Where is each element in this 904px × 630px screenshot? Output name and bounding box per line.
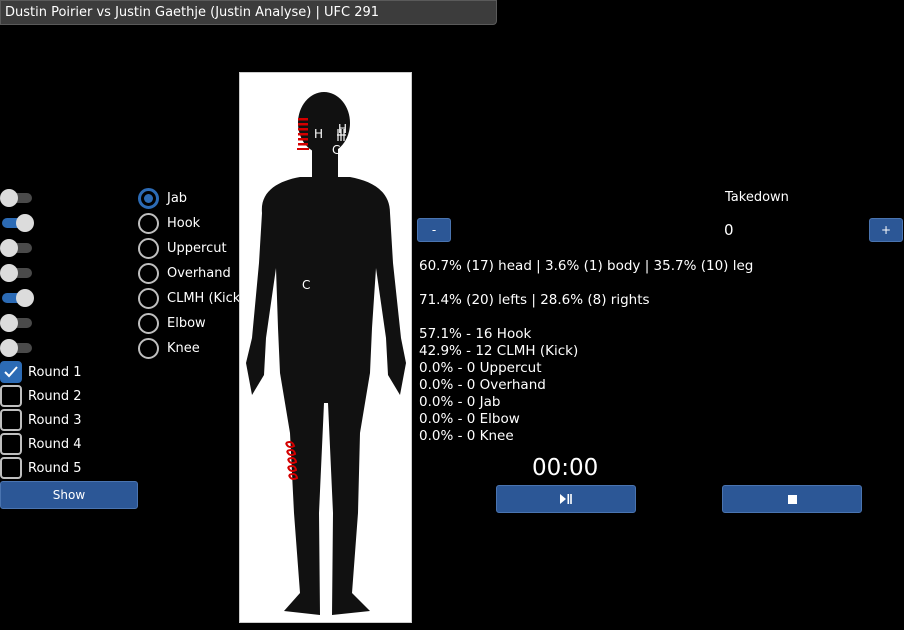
show-button[interactable]: Show (0, 481, 138, 509)
toggle-1[interactable] (0, 189, 32, 207)
checkbox-round-2[interactable]: Round 2 (0, 385, 82, 407)
toggle-knob (0, 339, 18, 357)
head-clmh-marker: C (332, 143, 341, 157)
stop-button[interactable] (722, 485, 862, 513)
radio-hook[interactable]: Hook (138, 212, 200, 234)
checkbox-round-3[interactable]: Round 3 (0, 409, 82, 431)
toggle-5[interactable] (2, 289, 34, 307)
checkbox-round-4[interactable]: Round 4 (0, 433, 82, 455)
strike-breakdown-row: 0.0% - 0 Elbow (419, 411, 520, 427)
head-hit-marker: H (338, 122, 348, 136)
strike-breakdown-row: 57.1% - 16 Hook (419, 326, 532, 342)
takedown-decrement-button[interactable]: - (417, 218, 451, 242)
stop-icon (787, 494, 797, 504)
toggle-2[interactable] (2, 214, 34, 232)
takedown-count: 0 (724, 221, 734, 239)
side-distribution: 71.4% (20) lefts | 28.6% (8) rights (419, 292, 650, 308)
toggle-knob (0, 264, 18, 282)
radio-elbow[interactable]: Elbow (138, 312, 206, 334)
toggle-4[interactable] (0, 264, 32, 282)
toggle-7[interactable] (0, 339, 32, 357)
toggle-knob (0, 314, 18, 332)
window-title: Dustin Poirier vs Justin Gaethje (Justin… (0, 0, 497, 25)
radio-jab[interactable]: Jab (138, 187, 187, 209)
strike-breakdown-row: 0.0% - 0 Uppercut (419, 360, 542, 376)
head-hit-marker: H (314, 127, 324, 141)
round-timer: 00:00 (532, 455, 599, 481)
play-pause-icon (560, 494, 572, 504)
toggle-knob (16, 289, 34, 307)
toggle-6[interactable] (0, 314, 32, 332)
toggle-3[interactable] (0, 239, 32, 257)
toggle-knob (0, 189, 18, 207)
strike-breakdown-row: 0.0% - 0 Jab (419, 394, 501, 410)
target-distribution: 60.7% (17) head | 3.6% (1) body | 35.7% … (419, 258, 754, 274)
takedown-increment-button[interactable]: + (869, 218, 903, 242)
torso-clmh-marker: C (302, 278, 311, 292)
strike-breakdown-row: 42.9% - 12 CLMH (Kick) (419, 343, 579, 359)
strike-breakdown-row: 0.0% - 0 Knee (419, 428, 514, 444)
radio-clmh-kick[interactable]: CLMH (Kick) (138, 287, 245, 309)
strike-breakdown-row: 0.0% - 0 Overhand (419, 377, 546, 393)
checkbox-round-5[interactable]: Round 5 (0, 457, 82, 479)
body-map[interactable]: H H C C (239, 72, 412, 623)
radio-uppercut[interactable]: Uppercut (138, 237, 227, 259)
takedown-label: Takedown (725, 190, 789, 205)
toggle-knob (16, 214, 34, 232)
toggle-knob (0, 239, 18, 257)
play-pause-button[interactable] (496, 485, 636, 513)
checkmark-icon (4, 366, 18, 378)
body-silhouette-icon (246, 92, 406, 615)
checkbox-round-1[interactable]: Round 1 (0, 361, 82, 383)
radio-overhand[interactable]: Overhand (138, 262, 231, 284)
radio-knee[interactable]: Knee (138, 337, 200, 359)
